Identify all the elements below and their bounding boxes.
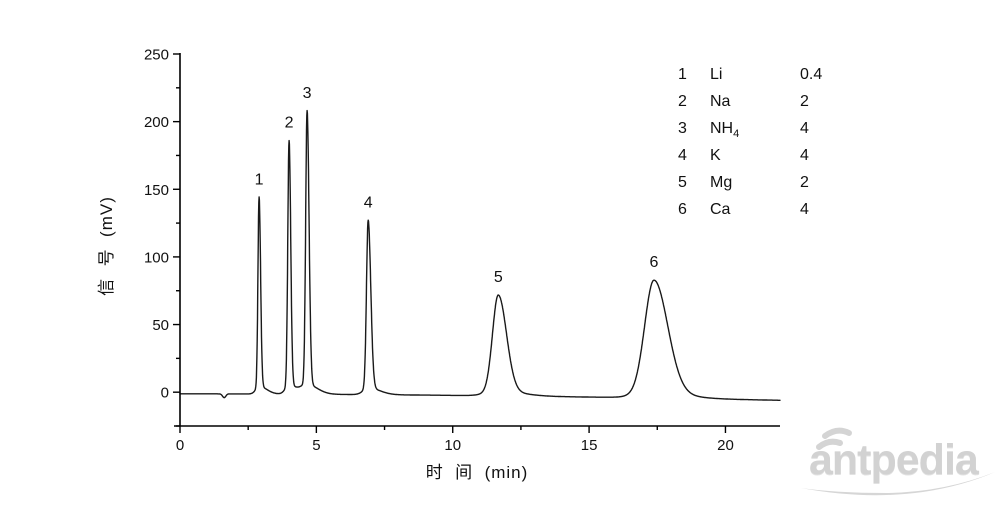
y-tick-label: 150 (144, 182, 169, 199)
x-tick-label: 20 (717, 437, 734, 454)
legend-concentration-value: 4 (800, 147, 809, 164)
legend-analyte-name: Mg (710, 174, 733, 191)
x-tick-label: 15 (581, 437, 598, 454)
peak-label-1: 1 (255, 171, 264, 188)
legend-peak-number: 3 (678, 120, 687, 137)
peak-label-6: 6 (650, 254, 659, 271)
legend-peak-number: 1 (678, 66, 687, 83)
y-tick-label: 200 (144, 114, 169, 131)
legend-concentration-value: 2 (800, 93, 809, 110)
legend-analyte-name: Ca (710, 201, 731, 218)
y-tick-label: 100 (144, 249, 169, 266)
axis-ticks (173, 53, 727, 433)
signal-arcs-icon (816, 427, 852, 450)
x-tick-label: 0 (176, 437, 184, 454)
y-axis-title: 信 号 (mV) (97, 196, 116, 296)
legend-row: 4 K 4 (678, 142, 848, 169)
legend-peak-number: 4 (678, 147, 687, 164)
peak-label-2: 2 (285, 115, 294, 132)
legend-row: 1 Li 0.4 (678, 61, 848, 88)
watermark: antpedia (795, 420, 1000, 515)
chromatogram-trace (179, 109, 781, 401)
legend-analyte-subscript: 4 (733, 128, 740, 141)
y-tick-label: 0 (161, 385, 169, 402)
legend-analyte-name: K (710, 147, 721, 164)
watermark-text: antpedia (809, 436, 979, 484)
peak-label-5: 5 (494, 269, 503, 286)
legend-concentration-value: 2 (800, 174, 809, 191)
legend-row: 3 NH4 4 (678, 115, 848, 142)
x-tick-label: 10 (444, 437, 461, 454)
legend-peak-number: 2 (678, 93, 687, 110)
legend: 1 Li 0.4 2 Na 2 3 NH4 4 4 K 4 5 Mg 2 6 Ca 4 (678, 61, 848, 223)
peak-label-4: 4 (364, 194, 373, 211)
legend-analyte-name: Li (710, 66, 723, 83)
x-tick-label: 5 (312, 437, 320, 454)
y-tick-label: 250 (144, 47, 169, 64)
legend-peak-number: 5 (678, 174, 687, 191)
y-tick-label: 50 (152, 317, 169, 334)
watermark-graphics (801, 427, 995, 496)
legend-concentration-value: 4 (800, 120, 809, 137)
legend-peak-number: 6 (678, 201, 687, 218)
legend-row: 5 Mg 2 (678, 169, 848, 196)
legend-analyte-name: Na (710, 93, 731, 110)
legend-concentration-value: 4 (800, 201, 809, 218)
legend-analyte-name: NH4 (710, 120, 740, 141)
legend-row: 6 Ca 4 (678, 196, 848, 223)
peak-label-3: 3 (303, 85, 312, 102)
legend-row: 2 Na 2 (678, 88, 848, 115)
x-axis-title: 时 间 (min) (426, 463, 529, 482)
legend-concentration-value: 0.4 (800, 66, 823, 83)
